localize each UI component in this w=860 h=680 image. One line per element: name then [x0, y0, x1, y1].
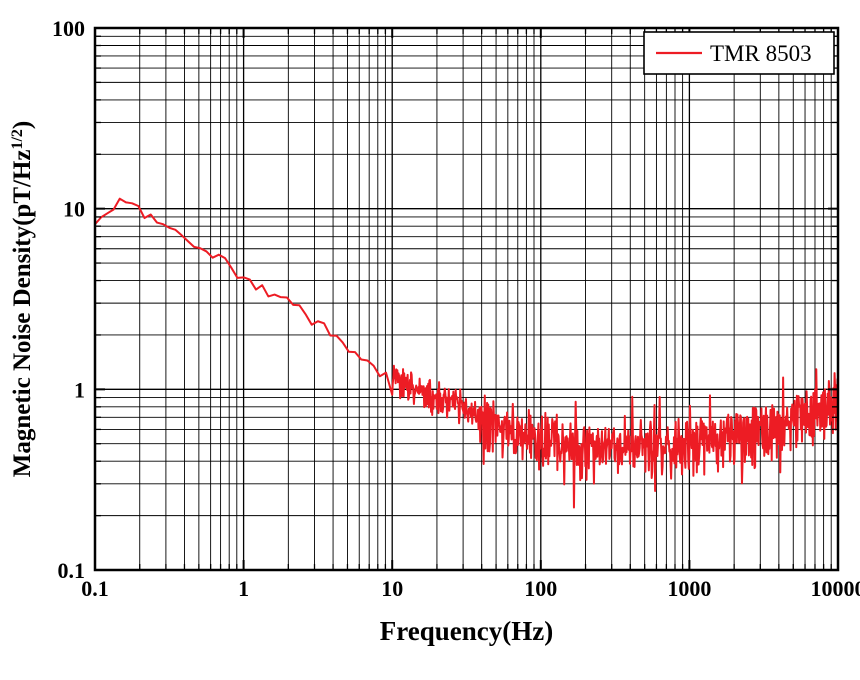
x-tick-label: 10000 — [811, 576, 860, 601]
y-tick-label: 10 — [63, 197, 85, 222]
chart-svg: 0.1 1 10 100 1000 10000 0.1 1 10 100 Frequency(Hz)… — [0, 0, 860, 680]
noise-density-chart: 0.1 1 10 100 1000 10000 0.1 1 10 100 Frequency(Hz)… — [0, 0, 860, 680]
x-tick-label: 1 — [238, 576, 249, 601]
y-tick-label: 1 — [74, 377, 85, 402]
x-axis-label: Frequency(Hz) — [380, 616, 553, 646]
x-tick-label: 10 — [381, 576, 403, 601]
x-tick-label: 100 — [524, 576, 557, 601]
y-tick-label: 100 — [52, 16, 85, 41]
x-tick-label: 0.1 — [81, 576, 109, 601]
y-axis-label: Magnetic Noise Density(pT/Hz1/2) — [9, 121, 37, 478]
legend-label: TMR 8503 — [710, 41, 812, 66]
x-tick-label: 1000 — [667, 576, 711, 601]
legend: TMR 8503 — [644, 32, 834, 74]
y-tick-label: 0.1 — [58, 558, 86, 583]
